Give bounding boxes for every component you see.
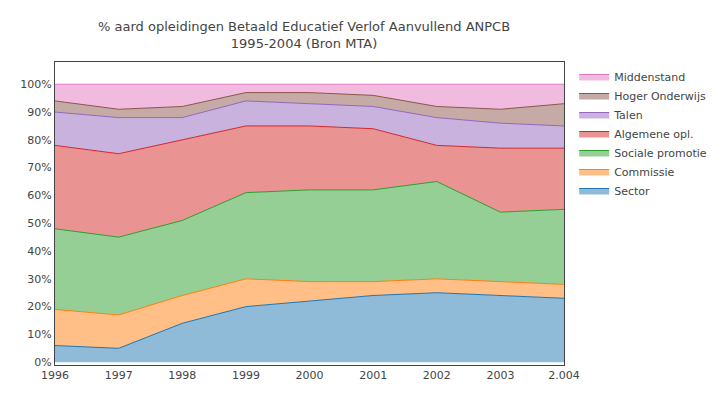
svg-text:Algemene opl.: Algemene opl. <box>614 128 693 141</box>
svg-text:Hoger Onderwijs: Hoger Onderwijs <box>614 90 706 103</box>
svg-text:% aard opleidingen Betaald Edu: % aard opleidingen Betaald Educatief Ver… <box>98 19 510 51</box>
svg-text:1998: 1998 <box>168 369 196 382</box>
svg-text:1997: 1997 <box>105 369 133 382</box>
svg-text:Middenstand: Middenstand <box>614 71 685 84</box>
svg-text:80%: 80% <box>27 134 51 147</box>
svg-text:0%: 0% <box>34 356 51 369</box>
svg-text:1999: 1999 <box>232 369 260 382</box>
svg-text:Commissie: Commissie <box>614 166 674 179</box>
svg-text:2001: 2001 <box>359 369 387 382</box>
svg-text:40%: 40% <box>27 245 51 258</box>
svg-text:2.004: 2.004 <box>548 369 580 382</box>
svg-text:10%: 10% <box>27 328 51 341</box>
svg-text:20%: 20% <box>27 300 51 313</box>
svg-text:90%: 90% <box>27 106 51 119</box>
svg-text:70%: 70% <box>27 161 51 174</box>
svg-text:60%: 60% <box>27 189 51 202</box>
svg-text:Talen: Talen <box>613 109 642 122</box>
svg-text:1996: 1996 <box>41 369 69 382</box>
svg-text:30%: 30% <box>27 273 51 286</box>
svg-text:Sector: Sector <box>614 185 650 198</box>
svg-text:100%: 100% <box>20 78 51 91</box>
svg-text:Sociale promotie: Sociale promotie <box>614 147 707 160</box>
svg-text:2003: 2003 <box>486 369 514 382</box>
svg-text:2002: 2002 <box>423 369 451 382</box>
svg-text:2000: 2000 <box>296 369 324 382</box>
svg-text:50%: 50% <box>27 217 51 230</box>
